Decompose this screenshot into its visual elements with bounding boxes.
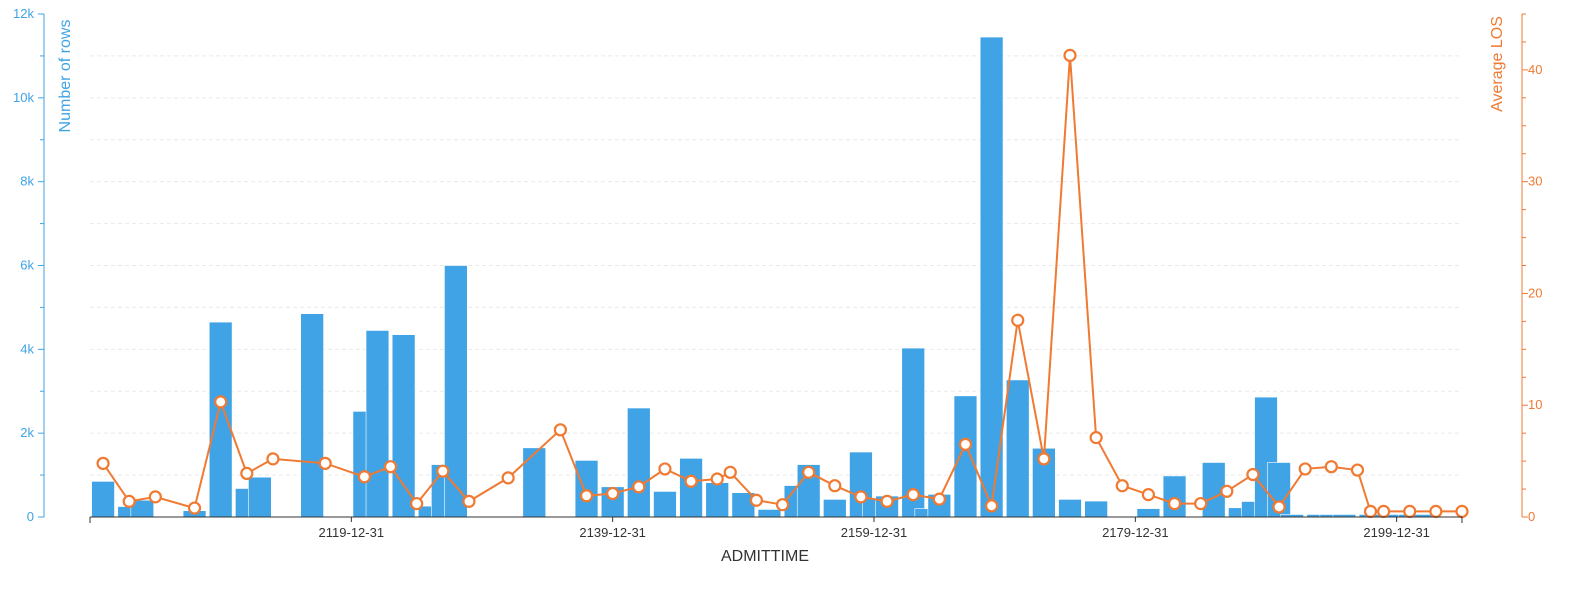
line-point (553, 423, 568, 437)
line-point (606, 486, 620, 501)
left-y-tick-label: 6k (20, 258, 34, 273)
bar (444, 265, 468, 518)
bar (248, 476, 272, 518)
bar (208, 321, 233, 518)
line-point (854, 490, 868, 504)
bar (1005, 379, 1030, 518)
line-point (462, 494, 476, 508)
bar (574, 460, 599, 518)
right-y-tick-label: 0 (1528, 509, 1535, 524)
bar (627, 407, 651, 518)
line-point (1115, 479, 1129, 493)
line-point (357, 470, 371, 484)
line-point (1272, 500, 1286, 514)
right-y-axis-title: Average LOS (1489, 16, 1506, 112)
line-point (984, 499, 999, 513)
x-tick-label: 2159-12-31 (841, 525, 908, 540)
line-point (579, 489, 594, 503)
line-point (1324, 460, 1338, 474)
bar (653, 491, 677, 518)
line-point (802, 465, 816, 479)
line-point (148, 490, 162, 504)
line-point (658, 462, 672, 476)
bar (1058, 499, 1082, 518)
bar (365, 330, 390, 518)
line-point (906, 488, 920, 502)
x-tick-label: 2199-12-31 (1363, 525, 1430, 540)
line-point (932, 492, 946, 506)
line-point (1455, 504, 1469, 519)
bar (522, 447, 546, 518)
x-tick-label: 2139-12-31 (579, 525, 646, 540)
line-point (710, 472, 724, 486)
bar (953, 395, 978, 518)
bar (757, 509, 782, 518)
left-y-tick-label: 2k (20, 425, 34, 440)
right-y-tick-label: 20 (1528, 285, 1542, 300)
right-y-tick-label: 30 (1528, 174, 1542, 189)
bar (91, 481, 115, 518)
line-point (1246, 467, 1260, 482)
line-point (775, 498, 790, 512)
left-y-tick-label: 12k (13, 6, 34, 21)
line-point (1363, 504, 1378, 519)
line-point (723, 465, 737, 479)
left-y-tick-label: 10k (13, 90, 34, 105)
line-point (1167, 496, 1182, 511)
left-y-axis-title: Number of rows (57, 20, 74, 133)
line-point (1376, 504, 1391, 519)
bar (705, 482, 729, 518)
right-y-tick-label: 40 (1528, 62, 1542, 77)
line-layer (96, 48, 1469, 519)
x-axis-title: ADMITTIME (721, 548, 809, 565)
line-point (383, 460, 398, 474)
bar-layer (91, 36, 1435, 518)
line-point (1220, 484, 1234, 498)
line-point (1194, 496, 1208, 511)
axis-layer: 0 2k 4k 6k 8k 10k 12k 0 10 20 30 40 2119-12-31 2139-1… (13, 6, 1542, 540)
line-point (214, 395, 228, 409)
x-tick-label: 2179-12-31 (1102, 525, 1169, 540)
line-point (266, 452, 280, 466)
line-point (880, 494, 894, 508)
bar (391, 334, 416, 518)
left-y-tick-label: 4k (20, 341, 34, 356)
line-point (1037, 452, 1051, 466)
left-y-tick-label: 0 (27, 509, 34, 524)
bar (823, 499, 847, 518)
line-point (684, 474, 698, 488)
line-point (187, 501, 202, 515)
line-point (1141, 488, 1156, 502)
line-point (96, 456, 110, 470)
line-point (958, 437, 973, 451)
right-y-tick-label: 10 (1528, 397, 1542, 412)
left-y-tick-label: 8k (20, 174, 34, 189)
line-point (410, 496, 424, 511)
grid-layer (90, 55, 1462, 476)
line-point (1063, 48, 1077, 62)
line-point (1429, 504, 1443, 519)
line-point (1089, 431, 1103, 445)
line-point (122, 494, 136, 508)
line-point (1403, 504, 1417, 519)
line-point (501, 471, 515, 485)
bar (1162, 475, 1187, 518)
line-point (1350, 463, 1365, 477)
bar (1084, 500, 1108, 518)
bar (1136, 508, 1161, 518)
line-point (828, 479, 842, 493)
line-point (1011, 313, 1025, 327)
x-tick-label: 2119-12-31 (319, 525, 385, 540)
line-point (240, 466, 254, 481)
line-point (749, 493, 764, 507)
bar (300, 313, 324, 518)
line-point (436, 464, 450, 478)
line-point (1298, 462, 1312, 476)
line-point (318, 456, 332, 470)
line-point (632, 480, 646, 494)
